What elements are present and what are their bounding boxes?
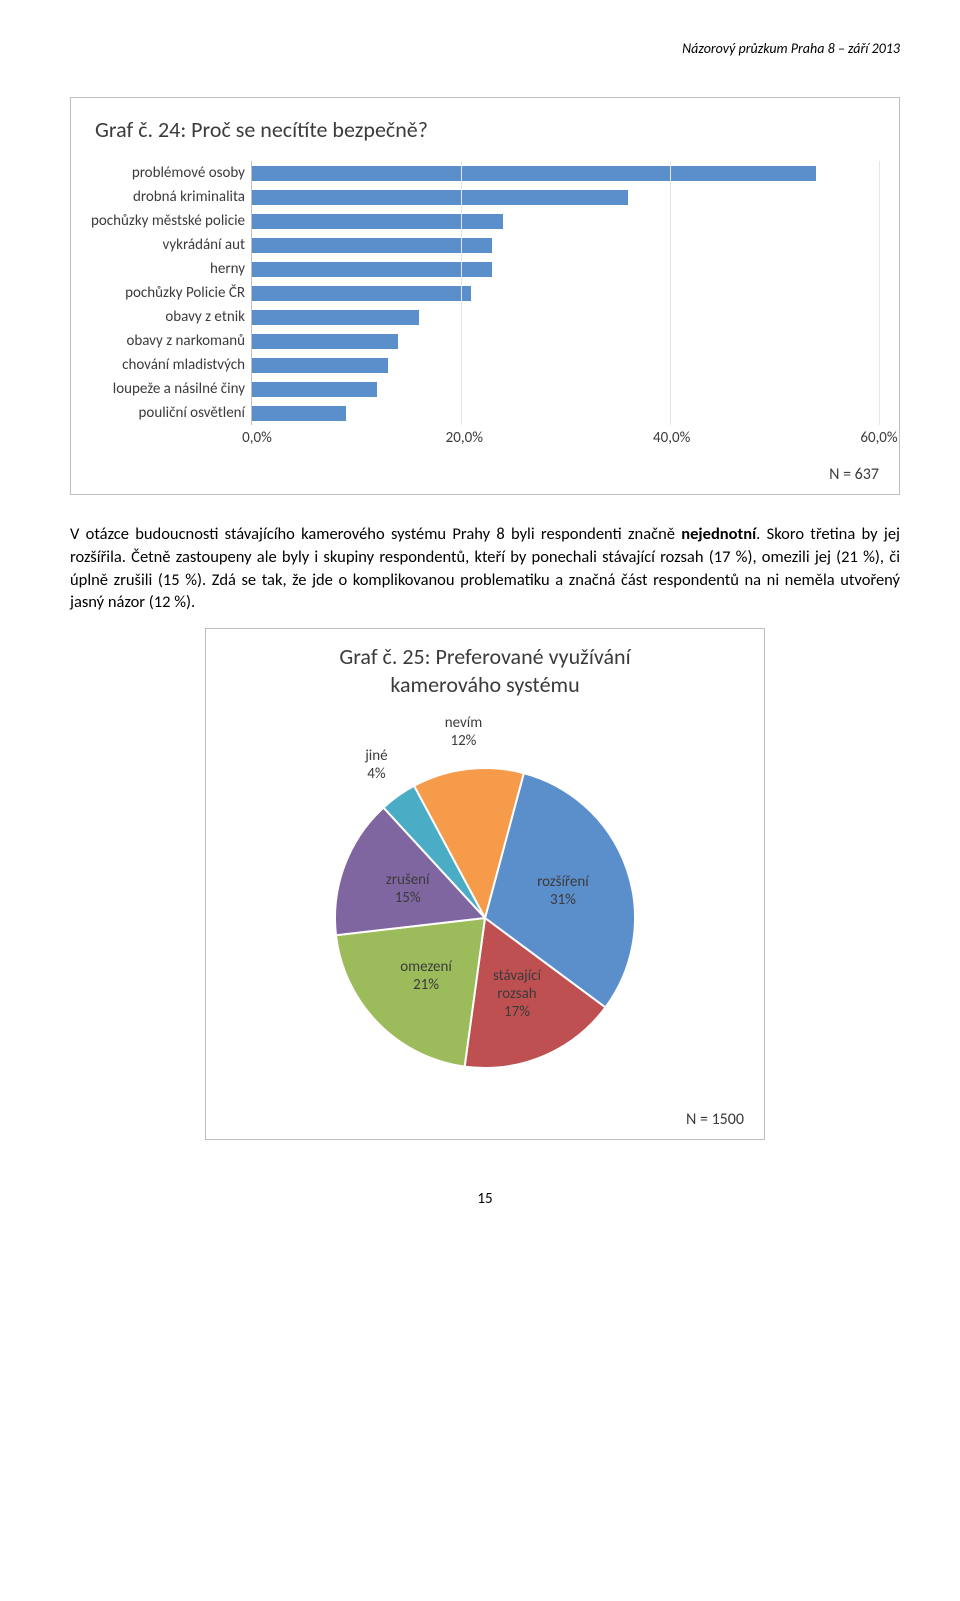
bar-label: pochůzky městské policie	[91, 209, 245, 233]
bar	[252, 262, 492, 277]
x-tick: 20,0%	[446, 429, 483, 447]
bar-chart-bars	[252, 161, 879, 425]
pie-chart-outer: Graf č. 25: Preferované využívání kamero…	[70, 628, 900, 1140]
bar	[252, 382, 377, 397]
para-s1a: V otázce budoucnosti stávajícího kamerov…	[70, 524, 681, 544]
bar	[252, 238, 492, 253]
page-header: Názorový průzkum Praha 8 – září 2013	[70, 40, 900, 57]
pie-slice-label: stávajícírozsah17%	[493, 967, 541, 1021]
bar-label: obavy z narkomanů	[126, 329, 245, 353]
pie-slice-label: jiné4%	[365, 747, 387, 783]
bar-row	[252, 185, 879, 209]
bar-label: herny	[210, 257, 245, 281]
bar-chart-area	[251, 161, 879, 425]
pie-chart-stage: rozšíření31% stávajícírozsah17% omezení21%…	[226, 710, 744, 1110]
bar	[252, 166, 816, 181]
bar-label: pochůzky Policie ČR	[125, 281, 245, 305]
bar-row	[252, 329, 879, 353]
bar	[252, 190, 628, 205]
pie-slice-label: omezení21%	[400, 958, 452, 994]
bar-chart-plot: problémové osobydrobná kriminalitapochůz…	[91, 161, 879, 425]
bar	[252, 406, 346, 421]
pie-chart-box: Graf č. 25: Preferované využívání kamero…	[205, 628, 765, 1140]
bar	[252, 358, 388, 373]
pie-chart-title: Graf č. 25: Preferované využívání kamero…	[226, 643, 744, 698]
bar-row	[252, 281, 879, 305]
bar	[252, 334, 398, 349]
body-paragraph: V otázce budoucnosti stávajícího kamerov…	[70, 523, 900, 614]
x-tick: 60,0%	[860, 429, 897, 447]
bar-row	[252, 233, 879, 257]
bar-chart-y-labels: problémové osobydrobná kriminalitapochůz…	[91, 161, 251, 425]
bar	[252, 286, 471, 301]
x-tick: 40,0%	[653, 429, 690, 447]
bar-label: chování mladistvých	[122, 353, 245, 377]
pie-slice-label: rozšíření31%	[537, 873, 589, 909]
pie-slice-label: zrušení15%	[386, 871, 430, 907]
bar-row	[252, 305, 879, 329]
pie-title-l1: Graf č. 25: Preferované využívání	[339, 643, 630, 670]
bar-row	[252, 257, 879, 281]
bar-label: pouliční osvětlení	[139, 401, 245, 425]
para-s1b: nejednotní	[681, 524, 756, 544]
header-text: Názorový průzkum Praha 8 – září 2013	[682, 40, 900, 57]
bar-chart-title: Graf č. 24: Proč se necítíte bezpečně?	[95, 116, 879, 143]
bar	[252, 214, 503, 229]
bar-label: obavy z etnik	[165, 305, 245, 329]
bar-row	[252, 353, 879, 377]
bar-chart-box: Graf č. 24: Proč se necítíte bezpečně? p…	[70, 97, 900, 495]
bar-chart-x-axis: 0,0%20,0%40,0%60,0%	[257, 429, 879, 451]
bar-row	[252, 161, 879, 185]
bar-row	[252, 377, 879, 401]
pie-svg	[315, 748, 655, 1088]
pie-slice-label: nevím12%	[445, 714, 482, 750]
bar-label: loupeže a násilné činy	[113, 377, 245, 401]
bar	[252, 310, 419, 325]
pie-title-l2: kamerováho systému	[390, 671, 579, 698]
bar-label: problémové osoby	[132, 161, 245, 185]
bar-chart-n: N = 637	[91, 465, 879, 484]
x-tick: 0,0%	[242, 429, 272, 447]
bar-label: vykrádání aut	[163, 233, 245, 257]
bar-label: drobná kriminalita	[133, 185, 245, 209]
bar-row	[252, 209, 879, 233]
pie-chart-n: N = 1500	[226, 1110, 744, 1129]
page-number: 15	[70, 1190, 900, 1208]
bar-row	[252, 401, 879, 425]
